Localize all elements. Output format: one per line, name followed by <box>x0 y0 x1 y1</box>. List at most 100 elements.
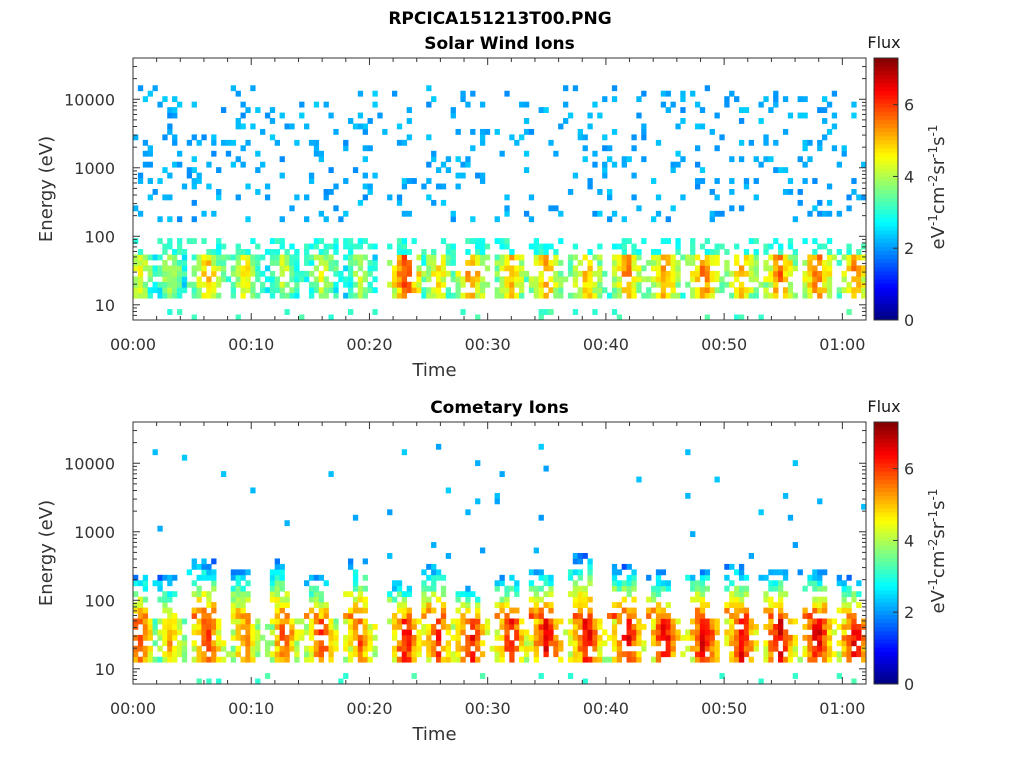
spectrogram-cell <box>856 651 862 658</box>
spectrogram-cell <box>313 618 320 625</box>
spectrogram-cell <box>709 259 715 266</box>
spectrogram-cell <box>250 270 256 277</box>
spectrogram-cell <box>822 287 828 294</box>
spectrogram-cell <box>577 618 583 625</box>
spectrogram-cell <box>479 134 486 141</box>
spectrogram-cell <box>802 634 808 641</box>
spectrogram-cell <box>738 292 745 299</box>
spectrogram-cell <box>611 634 618 641</box>
spectrogram-cell <box>582 287 588 294</box>
spectrogram-cell <box>352 623 359 630</box>
spectrogram-cell <box>660 287 667 294</box>
spectrogram-cell <box>509 265 515 272</box>
spectrogram-cell <box>519 618 525 625</box>
spectrogram-cell <box>431 569 437 576</box>
spectrogram-cell <box>523 640 530 647</box>
spectrogram-cell <box>152 629 158 636</box>
spectrogram-cell <box>743 254 750 261</box>
spectrogram-cell <box>499 276 505 283</box>
spectrogram-cell <box>328 645 334 652</box>
spectrogram-cell <box>626 629 632 636</box>
spectrogram-cell <box>753 629 759 636</box>
spectrogram-cell <box>577 553 583 559</box>
spectrogram-cell <box>861 281 867 288</box>
spectrogram-cell <box>792 645 798 652</box>
spectrogram-cell <box>308 139 315 146</box>
spectrogram-cell <box>304 629 310 636</box>
spectrogram-cell <box>621 216 627 223</box>
spectrogram-cell <box>694 623 701 630</box>
colorbar-step <box>874 180 898 186</box>
colorbar-step <box>874 446 898 452</box>
spectrogram-cell <box>411 645 417 652</box>
spectrogram-cell <box>787 178 794 184</box>
spectrogram-cell <box>494 270 500 277</box>
spectrogram-cell <box>734 287 740 294</box>
spectrogram-cell <box>533 596 539 603</box>
spectrogram-cell <box>235 629 241 636</box>
spectrogram-cell <box>157 270 163 277</box>
spectrogram-cell <box>142 645 149 652</box>
spectrogram-cell <box>533 656 539 663</box>
spectrogram-cell <box>567 259 574 266</box>
spectrogram-cell <box>304 249 310 255</box>
spectrogram-cell <box>768 243 774 250</box>
spectrogram-cell <box>587 249 593 255</box>
spectrogram-cell <box>616 254 623 261</box>
spectrogram-cell <box>861 656 867 663</box>
spectrogram-cell <box>817 569 823 576</box>
spectrogram-cell <box>743 107 750 113</box>
spectrogram-cell <box>196 585 202 592</box>
spectrogram-cell <box>475 254 481 261</box>
spectrogram-cell <box>602 656 608 663</box>
spectrogram-cell <box>631 243 637 250</box>
spectrogram-cell <box>416 265 422 272</box>
spectrogram-cell <box>445 645 452 652</box>
spectrogram-cell <box>690 270 696 277</box>
spectrogram-cell <box>631 580 637 587</box>
spectrogram-cell <box>636 249 642 255</box>
spectrogram-cell <box>235 569 241 576</box>
spectrogram-cell <box>279 156 285 163</box>
spectrogram-cell <box>699 634 706 641</box>
spectrogram-cell <box>264 673 271 679</box>
spectrogram-cell <box>636 623 642 630</box>
spectrogram-cell <box>323 281 329 288</box>
colorbar-step <box>874 90 898 96</box>
spectrogram-cell <box>162 574 168 581</box>
spectrogram-cell <box>822 210 828 217</box>
spectrogram-cell <box>455 287 461 294</box>
spectrogram-cell <box>738 656 745 663</box>
spectrogram-cell <box>167 309 173 315</box>
spectrogram-cell <box>318 629 324 636</box>
spectrogram-cell <box>846 254 852 261</box>
spectrogram-cell <box>597 634 603 641</box>
spectrogram-cell <box>631 574 637 581</box>
spectrogram-cell <box>597 292 603 299</box>
spectrogram-cell <box>435 634 442 641</box>
x-tick-label: 00:50 <box>701 335 747 354</box>
spectrogram-cell <box>592 292 598 299</box>
spectrogram-cell <box>391 596 398 603</box>
spectrogram-cell <box>421 596 427 603</box>
spectrogram-cell <box>142 96 149 103</box>
spectrogram-cell <box>191 199 197 206</box>
spectrogram-cell <box>704 574 711 581</box>
spectrogram-cell <box>484 243 491 250</box>
spectrogram-cell <box>738 651 745 658</box>
spectrogram-cell <box>470 259 476 266</box>
spectrogram-cell <box>802 651 808 658</box>
spectrogram-cell <box>597 243 603 250</box>
spectrogram-cell <box>533 634 539 641</box>
spectrogram-cell <box>431 651 437 658</box>
spectrogram-cell <box>181 183 188 190</box>
spectrogram-cell <box>294 270 300 277</box>
spectrogram-cell <box>279 243 285 250</box>
spectrogram-cell <box>763 656 769 663</box>
spectrogram-cell <box>841 287 847 294</box>
spectrogram-cell <box>543 618 549 625</box>
spectrogram-cell <box>782 259 789 266</box>
spectrogram-cell <box>157 238 163 244</box>
spectrogram-cell <box>191 645 197 652</box>
spectrogram-cell <box>778 634 784 641</box>
